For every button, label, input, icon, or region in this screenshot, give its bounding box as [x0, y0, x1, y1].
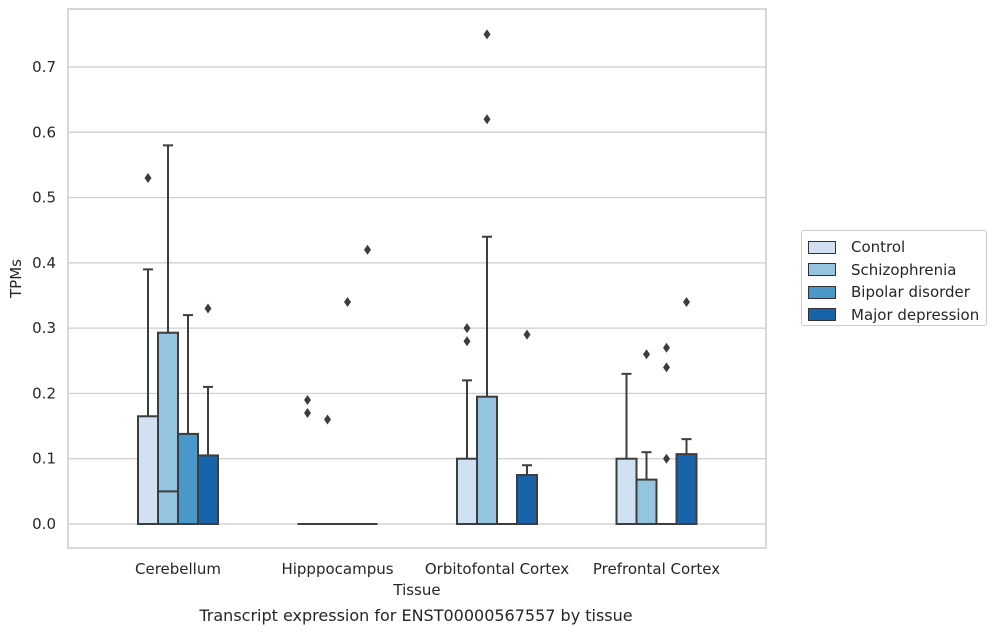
box-control-hipppocampus	[297, 394, 318, 525]
x-tick-labels: Cerebellum Hipppocampus Orbitofontal Corte…	[135, 560, 720, 578]
legend-label-major-depression: Major depression	[851, 305, 980, 324]
x-tick-label: Prefrontal Cortex	[593, 560, 720, 578]
box-control-prefrontal-cortex	[615, 372, 638, 526]
box-body	[197, 454, 219, 526]
box-body	[177, 432, 199, 525]
x-tick-label: Cerebellum	[135, 560, 221, 578]
y-axis-label: TPMs	[7, 259, 25, 299]
boxes	[137, 29, 698, 526]
box-major-depression-prefrontal-cortex	[675, 297, 698, 525]
outlier-point	[663, 453, 670, 464]
x-tick-label: Hipppocampus	[281, 560, 393, 578]
legend-swatch-bipolar-disorder	[808, 285, 836, 299]
outlier-point	[663, 362, 670, 373]
y-tick-label: 0.3	[32, 319, 56, 337]
plot-frame	[67, 8, 767, 549]
outlier-point	[364, 244, 371, 255]
outlier-point	[463, 323, 471, 334]
outlier-point	[463, 336, 471, 347]
legend-label-control: Control	[851, 238, 906, 257]
outlier-point	[683, 297, 690, 308]
box-body	[516, 474, 538, 525]
y-tick-label: 0.7	[32, 58, 56, 76]
y-tick-label: 0.4	[32, 254, 56, 272]
outlier-point	[144, 172, 152, 183]
outlier-point	[663, 342, 670, 353]
box-major-depression-orbitofontal-cortex	[516, 329, 538, 525]
y-tick-labels: 0.0 0.1 0.2 0.3 0.4 0.5 0.6 0.7	[32, 58, 56, 533]
legend: Control Schizophrenia Bipolar disorder M…	[801, 230, 987, 326]
outlier-point	[344, 297, 351, 308]
box-body	[635, 478, 658, 525]
legend-label-bipolar-disorder: Bipolar disorder	[851, 283, 970, 302]
box-control-cerebellum	[137, 172, 159, 525]
box-bipolar-disorder-prefrontal-cortex	[656, 342, 677, 525]
x-tick-label: Orbitofontal Cortex	[425, 560, 569, 578]
legend-item-major-depression: Major depression	[808, 304, 986, 327]
y-tick-label: 0.6	[32, 123, 56, 141]
box-body	[615, 457, 638, 526]
y-tick-label: 0.1	[32, 450, 56, 468]
box-body	[476, 395, 498, 526]
box-body	[137, 415, 159, 525]
legend-item-schizophrenia: Schizophrenia	[808, 259, 986, 282]
box-schizophrenia-hipppocampus	[317, 414, 338, 525]
legend-item-control: Control	[808, 236, 986, 259]
box-schizophrenia-prefrontal-cortex	[635, 349, 658, 525]
box-bipolar-disorder-hipppocampus	[337, 297, 358, 525]
box-body	[157, 331, 179, 525]
outlier-point	[483, 29, 491, 40]
legend-swatch-schizophrenia	[808, 263, 836, 277]
box-body	[675, 453, 698, 525]
box-schizophrenia-cerebellum	[157, 144, 179, 525]
outlier-point	[483, 114, 491, 125]
box-schizophrenia-orbitofontal-cortex	[476, 29, 498, 526]
legend-item-bipolar-disorder: Bipolar disorder	[808, 281, 986, 304]
chart-caption: Transcript expression for ENST0000056755…	[199, 606, 633, 625]
box-body	[456, 457, 478, 526]
box-major-depression-hipppocampus	[357, 244, 378, 525]
outlier-point	[304, 408, 311, 419]
box-control-orbitofontal-cortex	[456, 323, 478, 526]
y-tick-label: 0.5	[32, 189, 56, 207]
outlier-point	[204, 303, 212, 314]
y-tick-label: 0.0	[32, 515, 56, 533]
outlier-point	[643, 349, 650, 360]
outlier-point	[324, 414, 331, 425]
outlier-point	[523, 329, 531, 340]
legend-label-schizophrenia: Schizophrenia	[851, 260, 957, 279]
legend-swatch-control	[808, 240, 836, 254]
y-tick-label: 0.2	[32, 384, 56, 402]
outlier-point	[304, 394, 311, 405]
legend-swatch-major-depression	[808, 308, 836, 322]
box-bipolar-disorder-cerebellum	[177, 314, 199, 525]
box-major-depression-cerebellum	[197, 303, 219, 526]
x-axis-label: Tissue	[392, 581, 440, 599]
